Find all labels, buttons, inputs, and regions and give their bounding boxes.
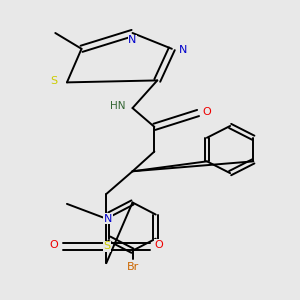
Text: O: O [202,106,211,117]
Text: N: N [103,214,112,224]
Text: Br: Br [126,262,139,272]
Text: S: S [50,76,57,86]
Text: N: N [128,35,137,45]
Text: HN: HN [110,101,125,111]
Text: S: S [103,242,110,251]
Text: N: N [179,45,188,55]
Text: O: O [50,240,58,250]
Text: O: O [154,240,163,250]
